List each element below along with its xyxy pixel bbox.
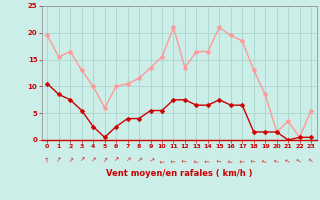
Text: ↗: ↗ [102, 157, 108, 163]
Text: ↗: ↗ [297, 157, 302, 163]
Text: ↗: ↗ [68, 157, 73, 163]
Text: ↗: ↗ [181, 156, 188, 164]
Text: ↗: ↗ [239, 156, 246, 164]
Text: ↗: ↗ [285, 157, 291, 163]
Text: ↗: ↗ [273, 157, 280, 163]
Text: ↗: ↗ [147, 157, 154, 163]
Text: ↗: ↗ [56, 157, 62, 163]
Text: ↗: ↗ [158, 156, 166, 164]
Text: ↗: ↗ [308, 157, 314, 163]
Text: ↗: ↗ [79, 158, 84, 162]
Text: ↗: ↗ [204, 156, 212, 164]
Text: ↗: ↗ [90, 157, 96, 163]
Text: ↗: ↗ [216, 156, 223, 164]
Text: ↗: ↗ [136, 157, 142, 163]
Text: ↗: ↗ [227, 156, 234, 164]
Text: ↗: ↗ [262, 157, 268, 163]
Text: ↗: ↗ [125, 157, 131, 163]
Text: ↗: ↗ [114, 158, 119, 162]
X-axis label: Vent moyen/en rafales ( km/h ): Vent moyen/en rafales ( km/h ) [106, 169, 252, 178]
Text: ↗: ↗ [170, 156, 177, 164]
Text: ↗: ↗ [250, 156, 257, 164]
Text: ↗: ↗ [193, 156, 200, 164]
Text: ↗: ↗ [44, 156, 51, 164]
